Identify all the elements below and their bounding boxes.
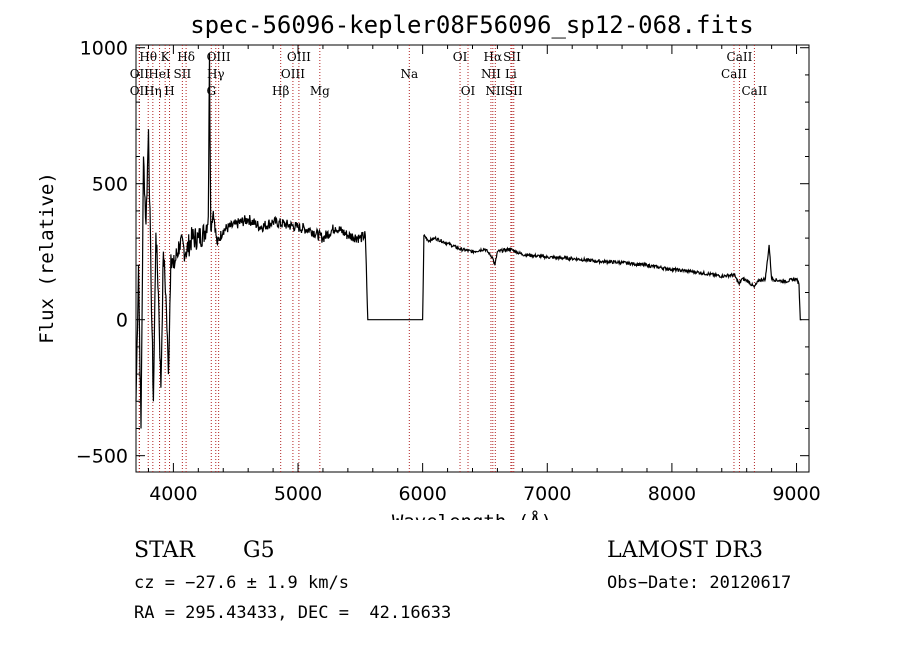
spectrum-chart: spec-56096-kepler08F56096_sp12-068.fits …	[36, 11, 821, 520]
spectral-line-label-7: SII	[174, 67, 192, 81]
spectral-line-label-11: G	[206, 84, 216, 98]
axis-ticks: 4000 5000 6000 7000 8000 9000 −500 0 500 1000	[76, 38, 821, 505]
spectral-line-label-4: K	[161, 50, 171, 64]
spectral-line-label-8: Hδ	[177, 50, 195, 64]
y-tick-label-0: −500	[76, 446, 128, 468]
x-tick-label-5: 9000	[772, 483, 820, 505]
spectral-line-label-15: Mg	[310, 84, 330, 98]
x-tick-label-1: 5000	[274, 483, 322, 505]
spectral-line-label-14: OIII	[287, 50, 311, 64]
x-tick-label-2: 6000	[398, 483, 446, 505]
spectral-line-label-19: Hα	[484, 50, 503, 64]
spectral-line-label-18: OI	[461, 84, 476, 98]
spectral-line-label-0: Hθ	[139, 50, 157, 64]
x-axis-label: Wavelength (Å)	[392, 510, 552, 520]
spectral-line-label-12: Hβ	[272, 84, 289, 98]
plot-frame	[135, 44, 810, 473]
object-class: STAR	[134, 538, 195, 563]
y-tick-label-2: 500	[92, 174, 128, 196]
spectral-line-label-17: OI	[453, 50, 468, 64]
spectral-line-label-23: Li	[505, 67, 517, 81]
chart-title: spec-56096-kepler08F56096_sp12-068.fits	[190, 11, 754, 39]
spectral-line-label-9: OIII	[207, 50, 231, 64]
spectral-line-label-16: Na	[400, 67, 418, 81]
x-tick-label-4: 8000	[648, 483, 696, 505]
spectral-line-label-20: NII	[481, 67, 501, 81]
spectral-line-label-10: Hγ	[207, 67, 225, 81]
spectral-line-label-3: Hη	[144, 84, 162, 98]
spectral-line-label-24: SII	[505, 84, 523, 98]
observation-date: Obs−Date: 20120617	[607, 573, 792, 593]
spectral-line-label-5: HeI	[148, 67, 171, 81]
spectral-line-label-26: CaII	[721, 67, 747, 81]
spectral-line-label-13: OIII	[281, 67, 305, 81]
x-tick-label-0: 4000	[149, 483, 197, 505]
spectral-line-label-22: SII	[503, 50, 521, 64]
spectral-line-label-6: H	[164, 84, 174, 98]
coordinates-readout: RA = 295.43433, DEC = 42.16633	[134, 603, 452, 623]
y-tick-label-3: 1000	[80, 38, 128, 60]
spectral-line-label-25: CaII	[727, 50, 753, 64]
spectral-line-label-2: OII	[130, 84, 150, 98]
object-subclass: G5	[243, 538, 275, 563]
flux-series-line	[135, 53, 802, 429]
redshift-readout: cz = −27.6 ± 1.9 km/s	[134, 573, 349, 593]
y-tick-label-1: 0	[116, 310, 128, 332]
spectral-line-label-27: CaII	[741, 84, 767, 98]
spectral-line-label-21: NII	[485, 84, 505, 98]
x-tick-label-3: 7000	[523, 483, 571, 505]
survey-label: LAMOST DR3	[607, 538, 763, 563]
y-axis-label: Flux (relative)	[36, 172, 58, 344]
spectral-line-label-1: OII	[130, 67, 150, 81]
